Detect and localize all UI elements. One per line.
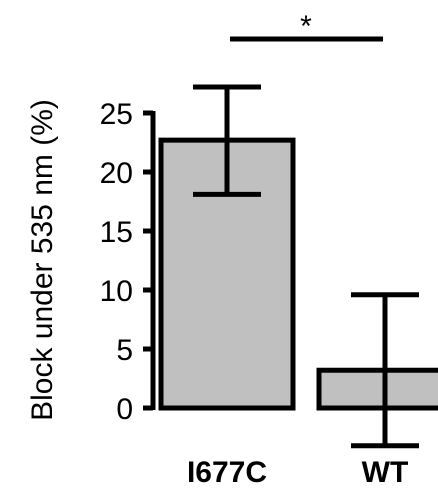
y-tick-label-5: 5 [116, 334, 133, 367]
y-axis: 0 5 10 15 20 25 [100, 98, 156, 426]
y-tick-label-20: 20 [100, 157, 133, 190]
y-tick-label-0: 0 [116, 393, 133, 426]
category-label-WT: WT [362, 456, 409, 489]
y-axis-title: Block under 535 nm (%) [26, 99, 59, 421]
significance-asterisk: * [300, 10, 312, 43]
significance-annotation: * [230, 10, 383, 43]
bars [158, 137, 438, 411]
bar-WT [316, 367, 438, 411]
error-bars [193, 84, 419, 449]
category-label-I677C: I677C [187, 456, 267, 489]
y-tick-label-25: 25 [100, 98, 133, 131]
y-tick-label-15: 15 [100, 216, 133, 249]
x-axis-labels: I677C WT [187, 456, 408, 489]
y-tick-label-10: 10 [100, 275, 133, 308]
